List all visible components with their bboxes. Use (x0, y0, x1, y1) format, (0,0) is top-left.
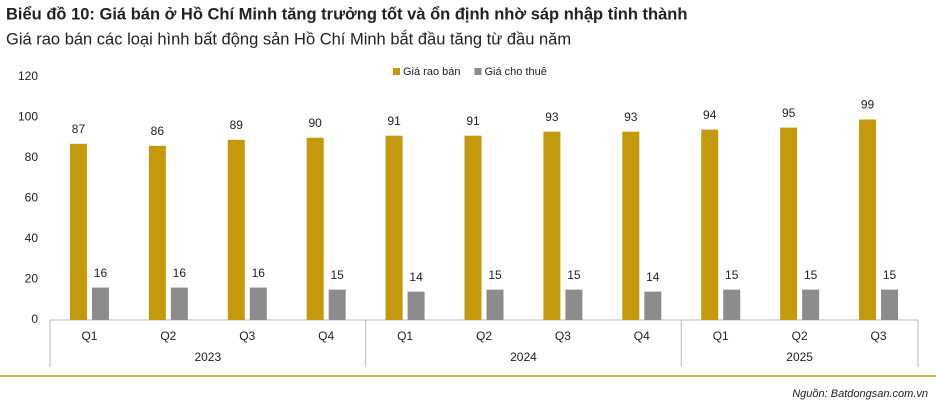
bar (780, 127, 798, 320)
bar (91, 287, 109, 320)
x-tick-label: Q3 (239, 329, 255, 343)
bar (723, 289, 741, 320)
group-label: 2023 (194, 350, 221, 364)
value-label: 89 (230, 118, 244, 132)
value-label: 90 (309, 116, 323, 130)
bar (227, 139, 245, 320)
y-tick-label: 0 (31, 312, 38, 326)
bar (565, 289, 583, 320)
bar (802, 289, 820, 320)
legend-label: Giá rao bán (403, 66, 460, 78)
value-label: 14 (409, 270, 423, 284)
value-label: 15 (883, 268, 897, 282)
value-label: 95 (782, 106, 796, 120)
y-tick-label: 40 (25, 231, 39, 245)
value-label: 99 (861, 98, 875, 112)
source: Nguồn: Batdongsan.com.vn (792, 388, 928, 400)
y-tick-label: 120 (18, 69, 38, 83)
value-label: 16 (94, 266, 108, 280)
x-tick-label: Q2 (160, 329, 176, 343)
value-label: 87 (72, 122, 86, 136)
bar (644, 291, 662, 320)
value-label: 15 (804, 268, 818, 282)
y-tick-label: 100 (18, 110, 38, 124)
y-tick-label: 80 (25, 150, 39, 164)
value-label: 94 (703, 108, 717, 122)
bar (306, 137, 324, 320)
group-label: 2025 (786, 350, 813, 364)
value-label: 14 (646, 270, 660, 284)
x-tick-label: Q3 (871, 329, 887, 343)
legend-label: Giá cho thuê (484, 66, 546, 78)
legend-swatch (474, 68, 482, 75)
bar (622, 131, 640, 320)
bar (69, 143, 87, 320)
chart-title: Biểu đồ 10: Giá bán ở Hồ Chí Minh tăng t… (6, 5, 687, 23)
value-label: 15 (488, 268, 502, 282)
x-tick-label: Q1 (713, 329, 729, 343)
bar (881, 289, 899, 320)
chart-subtitle: Giá rao bán các loại hình bất động sản H… (6, 29, 571, 48)
value-label: 86 (151, 124, 165, 138)
x-tick-label: Q2 (476, 329, 492, 343)
x-tick-label: Q4 (634, 329, 650, 343)
bar (464, 135, 482, 320)
value-label: 16 (252, 266, 266, 280)
bar (543, 131, 561, 320)
legend-swatch (393, 68, 400, 75)
x-tick-label: Q3 (555, 329, 571, 343)
y-tick-label: 60 (25, 191, 39, 205)
bar (407, 291, 425, 320)
value-label: 15 (567, 268, 581, 282)
bar (148, 145, 166, 320)
value-label: 15 (725, 268, 739, 282)
bar (486, 289, 504, 320)
x-tick-label: Q1 (397, 329, 413, 343)
y-tick-label: 20 (25, 272, 39, 286)
value-label: 15 (331, 268, 345, 282)
x-tick-label: Q2 (792, 329, 808, 343)
value-label: 93 (624, 110, 638, 124)
value-label: 93 (545, 110, 559, 124)
bar (859, 119, 877, 321)
x-tick-label: Q1 (81, 329, 97, 343)
group-label: 2024 (510, 350, 537, 364)
bar (328, 289, 346, 320)
bar (701, 129, 719, 320)
bar (249, 287, 267, 320)
bar (385, 135, 403, 320)
value-label: 16 (173, 266, 187, 280)
value-label: 91 (387, 114, 401, 128)
value-label: 91 (466, 114, 480, 128)
bar (170, 287, 188, 320)
x-tick-label: Q4 (318, 329, 334, 343)
